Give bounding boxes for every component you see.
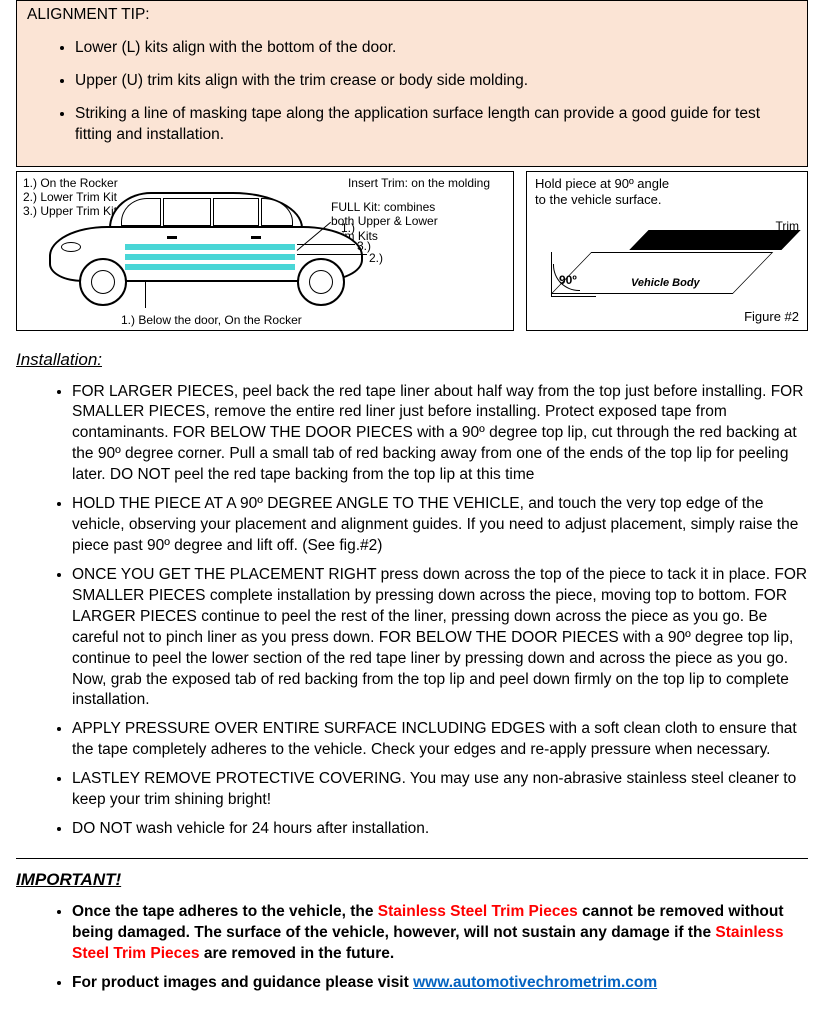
important-list: Once the tape adheres to the vehicle, th… xyxy=(16,902,808,994)
installation-item: ONCE YOU GET THE PLACEMENT RIGHT press d… xyxy=(72,565,808,711)
important-item: For product images and guidance please v… xyxy=(72,973,808,994)
fig2-text-line: Hold piece at 90º angle xyxy=(535,176,669,192)
tip-item: Striking a line of masking tape along th… xyxy=(75,104,797,146)
legend-line: FULL Kit: combines xyxy=(331,200,507,214)
pointer-line xyxy=(145,282,146,308)
tip-title: ALIGNMENT TIP: xyxy=(27,5,797,26)
figures-row: 1.) On the Rocker 2.) Lower Trim Kit 3.)… xyxy=(16,171,808,331)
important-item: Once the tape adheres to the vehicle, th… xyxy=(72,902,808,965)
pointer-line xyxy=(297,244,355,245)
figure-label: Figure #2 xyxy=(744,308,799,326)
car-window xyxy=(163,198,211,226)
text-segment: are removed in the future. xyxy=(200,945,395,962)
figure-angle-diagram: Hold piece at 90º angle to the vehicle s… xyxy=(526,171,808,331)
trim-piece xyxy=(629,230,800,250)
vehicle-body-label: Vehicle Body xyxy=(631,276,700,291)
tip-item: Lower (L) kits align with the bottom of … xyxy=(75,38,797,59)
car-wheel xyxy=(297,258,345,306)
installation-item: HOLD THE PIECE AT A 90º DEGREE ANGLE TO … xyxy=(72,494,808,557)
trim-stripe xyxy=(125,244,295,250)
installation-list: FOR LARGER PIECES, peel back the red tap… xyxy=(16,382,808,840)
fig2-text: Hold piece at 90º angle to the vehicle s… xyxy=(535,176,669,209)
installation-item: DO NOT wash vehicle for 24 hours after i… xyxy=(72,819,808,840)
legend-line: 2.) Lower Trim Kit xyxy=(23,190,118,204)
car-wheel xyxy=(79,258,127,306)
car-window xyxy=(121,198,161,226)
fig2-text-line: to the vehicle surface. xyxy=(535,192,669,208)
important-heading: IMPORTANT! xyxy=(16,869,808,892)
text-segment: For product images and guidance please v… xyxy=(72,974,413,991)
car-window xyxy=(261,198,293,226)
product-link[interactable]: www.automotivechrometrim.com xyxy=(413,974,657,991)
installation-item: APPLY PRESSURE OVER ENTIRE SURFACE INCLU… xyxy=(72,719,808,761)
figure-car-diagram: 1.) On the Rocker 2.) Lower Trim Kit 3.)… xyxy=(16,171,514,331)
legend-line: Insert Trim: on the molding xyxy=(331,176,507,190)
fig1-legend-right: Insert Trim: on the molding FULL Kit: co… xyxy=(331,176,507,244)
section-divider xyxy=(16,858,808,859)
legend-line: 3.) Upper Trim Kit xyxy=(23,204,118,218)
callout-number: 1.) xyxy=(341,220,355,236)
angle-label: 90º xyxy=(559,272,577,288)
trim-stripe xyxy=(125,254,295,260)
fig1-legend-left: 1.) On the Rocker 2.) Lower Trim Kit 3.)… xyxy=(23,176,118,219)
door-handle xyxy=(167,236,177,239)
tip-list: Lower (L) kits align with the bottom of … xyxy=(27,38,797,146)
installation-item: FOR LARGER PIECES, peel back the red tap… xyxy=(72,382,808,487)
red-text: Stainless Steel Trim Pieces xyxy=(378,903,578,920)
installation-heading: Installation: xyxy=(16,349,808,372)
car-window xyxy=(213,198,259,226)
important-section: IMPORTANT! Once the tape adheres to the … xyxy=(16,869,808,994)
callout-number: 3.) xyxy=(357,238,371,254)
text-segment: Once the tape adheres to the vehicle, th… xyxy=(72,903,378,920)
alignment-tip-box: ALIGNMENT TIP: Lower (L) kits align with… xyxy=(16,0,808,167)
below-door-label: 1.) Below the door, On the Rocker xyxy=(121,312,302,328)
callout-number: 2.) xyxy=(369,250,383,266)
legend-line: 1.) On the Rocker xyxy=(23,176,118,190)
tip-item: Upper (U) trim kits align with the trim … xyxy=(75,71,797,92)
legend-line: both Upper & Lower xyxy=(331,214,507,228)
door-handle xyxy=(251,236,261,239)
trim-stripe xyxy=(125,264,295,270)
car-headlamp xyxy=(61,242,81,252)
installation-item: LASTLEY REMOVE PROTECTIVE COVERING. You … xyxy=(72,769,808,811)
